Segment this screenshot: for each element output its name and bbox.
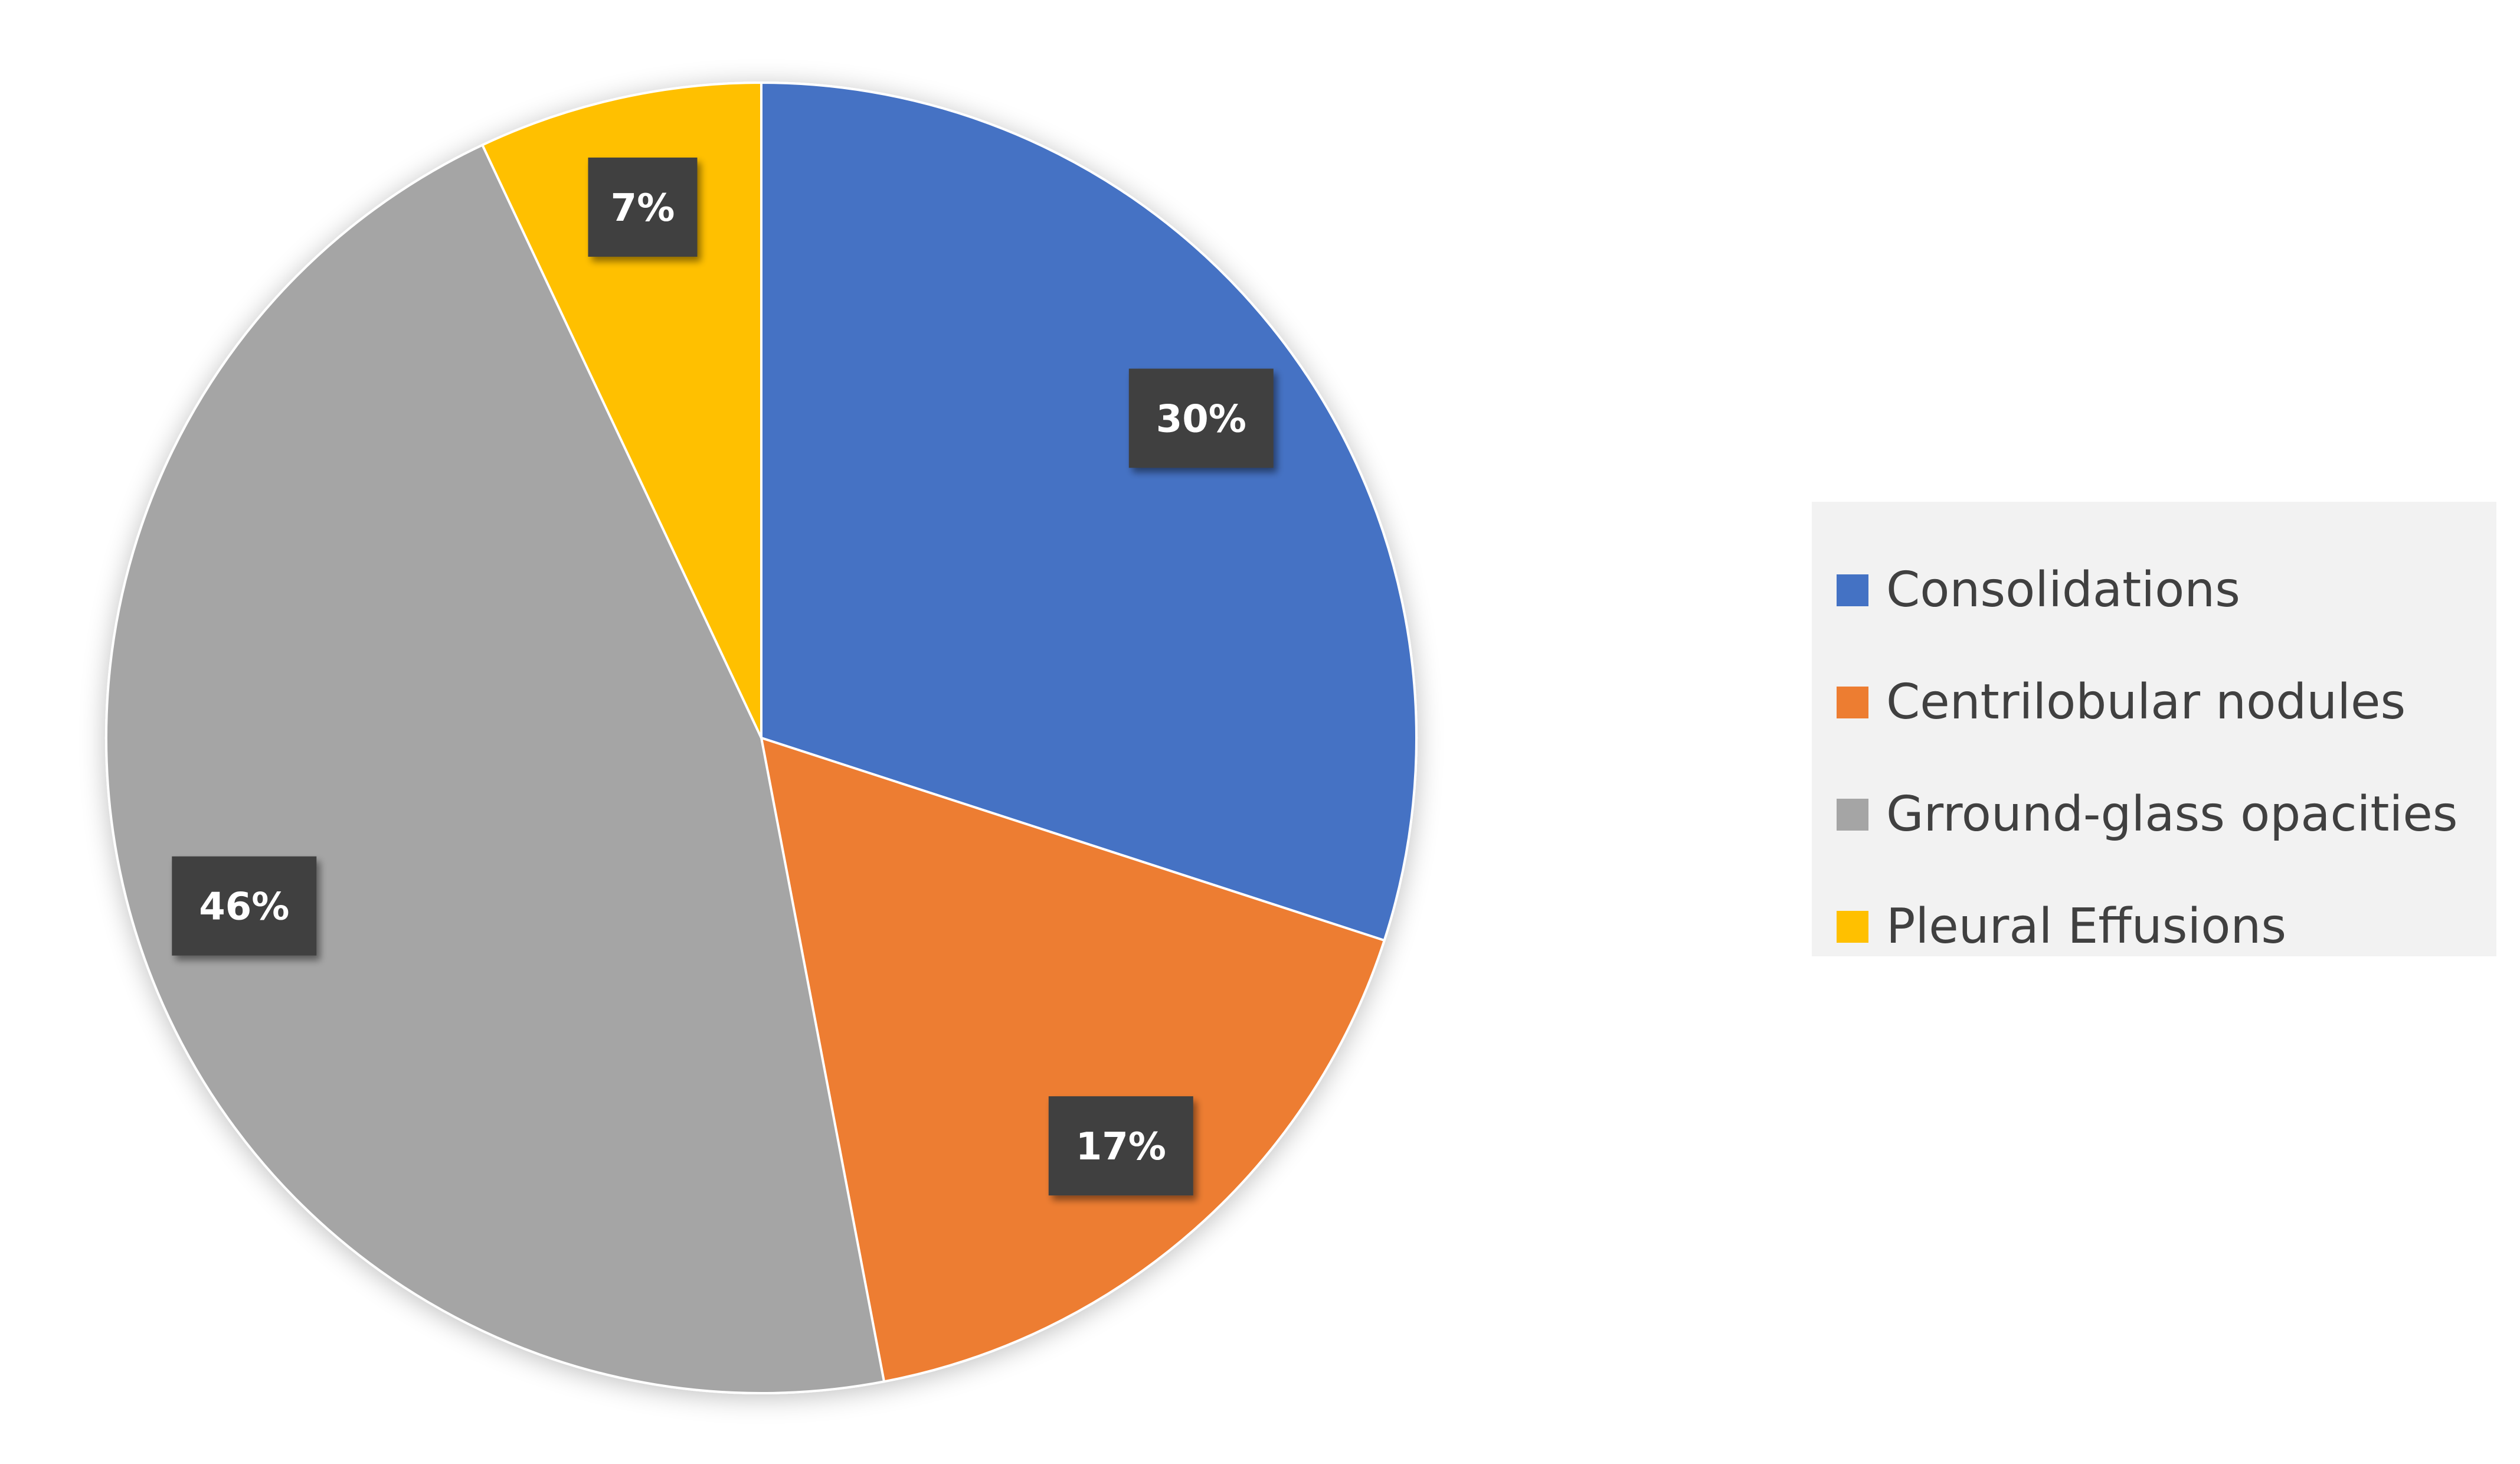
data-label: 17%	[1048, 1096, 1193, 1196]
legend-item-pleural-effusions: Pleural Effusions	[1837, 871, 2496, 983]
pie-slice-centrilobular-nodules	[760, 736, 1386, 1383]
data-label-text: 17%	[1076, 1125, 1166, 1169]
data-label: 7%	[588, 157, 698, 257]
legend-item-centrilobular-nodules: Centrilobular nodules	[1837, 646, 2496, 759]
data-label-box	[1128, 368, 1274, 468]
legend-item-ground-glass-opacities: Grround-glass opacities	[1837, 759, 2496, 871]
legend-swatch	[1837, 799, 1868, 831]
pie-slice-grround-glass-opacities	[105, 143, 886, 1394]
data-label-text: 30%	[1156, 398, 1246, 442]
data-label-text: 7%	[611, 187, 675, 230]
data-label-box	[172, 856, 317, 956]
legend-swatch	[1837, 911, 1868, 943]
legend-label: Pleural Effusions	[1886, 898, 2287, 955]
data-label-text: 46%	[199, 885, 289, 929]
pie-slice-consolidations	[760, 81, 1418, 942]
data-label-box	[1048, 1096, 1193, 1196]
chart-legend: Consolidations Centrilobular nodules Grr…	[1812, 502, 2496, 956]
legend-item-consolidations: Consolidations	[1837, 534, 2496, 646]
legend-swatch	[1837, 574, 1868, 606]
legend-label: Centrilobular nodules	[1886, 674, 2406, 730]
data-label: 46%	[172, 856, 317, 956]
pie-slices	[105, 81, 1418, 1394]
legend-label: Grround-glass opacities	[1886, 786, 2458, 842]
data-label-box	[588, 157, 698, 257]
data-label: 30%	[1128, 368, 1274, 468]
legend-label: Consolidations	[1886, 562, 2240, 618]
pie-data-labels: 30% 17% 46% 7%	[172, 157, 1274, 1196]
legend-swatch	[1837, 687, 1868, 718]
